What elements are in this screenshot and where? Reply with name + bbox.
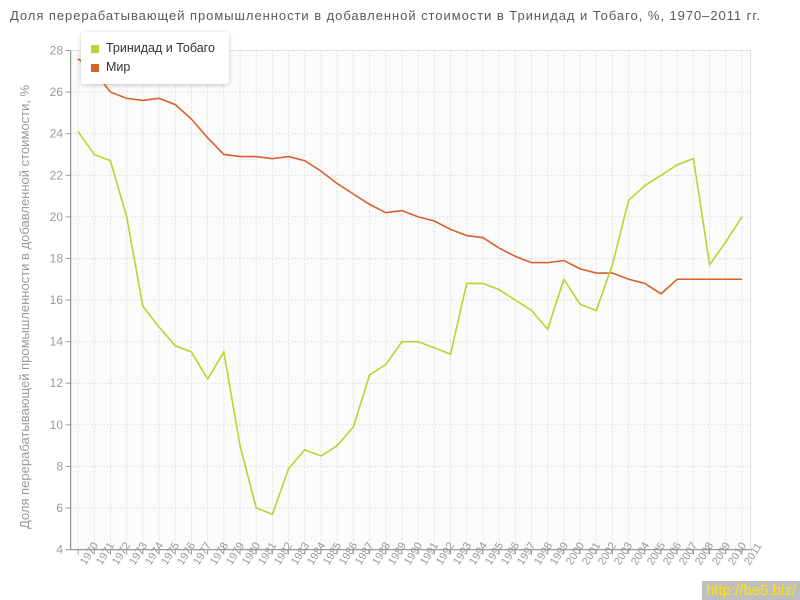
svg-text:10: 10 xyxy=(50,418,64,432)
svg-text:22: 22 xyxy=(50,168,64,182)
svg-text:14: 14 xyxy=(50,335,64,349)
svg-text:12: 12 xyxy=(50,376,64,390)
svg-text:20: 20 xyxy=(50,210,64,224)
svg-text:4: 4 xyxy=(56,543,63,557)
svg-text:8: 8 xyxy=(56,459,63,473)
svg-text:18: 18 xyxy=(50,251,64,265)
svg-text:6: 6 xyxy=(56,501,63,515)
svg-text:16: 16 xyxy=(50,293,64,307)
svg-text:24: 24 xyxy=(50,127,64,141)
svg-text:28: 28 xyxy=(50,44,64,58)
svg-text:26: 26 xyxy=(50,85,64,99)
